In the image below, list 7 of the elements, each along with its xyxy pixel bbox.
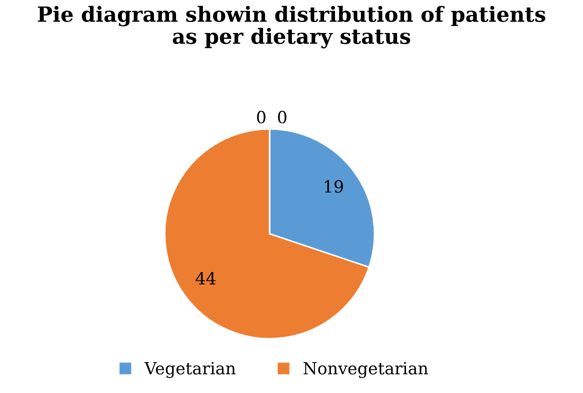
legend-label: Vegetarian (144, 362, 236, 378)
data-label: 44 (196, 272, 216, 284)
text: 0 (257, 110, 266, 124)
data-label: 19 (324, 180, 343, 193)
legend-label: Nonvegetarian (304, 362, 428, 378)
text: 0 (278, 110, 286, 124)
chart-title: Pie diagram showin distribution of patients as per dietary status (38, 6, 546, 48)
